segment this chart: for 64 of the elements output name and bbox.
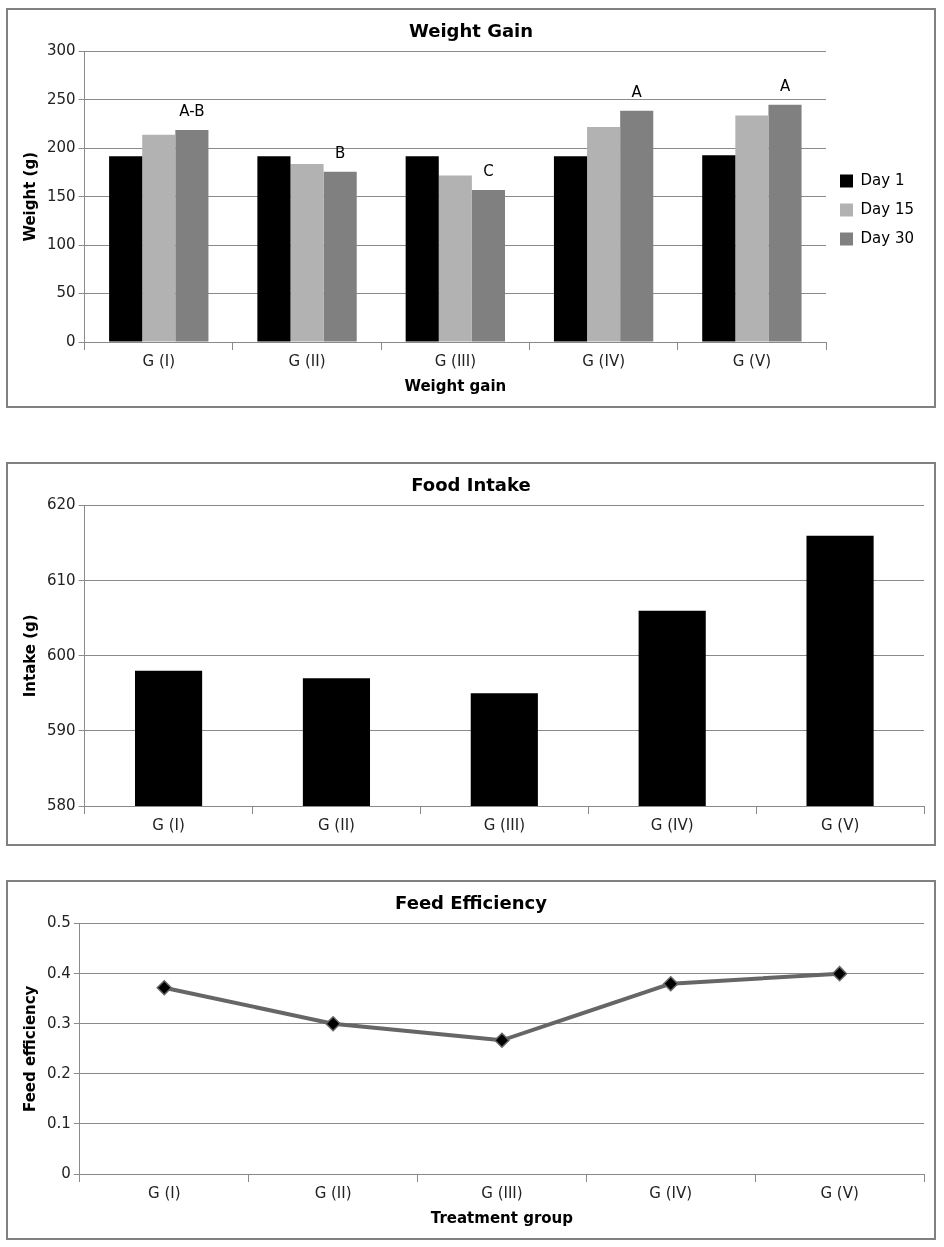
x-tick-label: G (IV) [650,815,694,834]
bar [109,156,143,342]
chart-title: Food Intake [411,474,531,496]
chart-title: Weight Gain [408,20,534,42]
y-axis-title: Weight (g) [20,152,39,242]
point [156,979,173,996]
bar [587,127,621,342]
y-tick-label: 590 [46,720,76,739]
bar [735,115,769,342]
x-tick-label: G (I) [148,1183,181,1202]
y-tick-label: 300 [46,41,76,60]
y-tick-label: 0 [66,331,76,350]
y-axis-title: Feed efficiency [20,985,39,1112]
y-tick-label: 0.3 [47,1013,71,1032]
point [325,1016,341,1032]
y-tick-label: 200 [46,138,76,157]
chart-title: Feed Efficiency [395,892,548,914]
point [494,1032,510,1049]
annotation: A [631,83,643,102]
y-tick-label: 50 [56,283,76,302]
x-tick-label: G (I) [142,351,176,370]
x-tick-label: G (V) [820,815,860,834]
x-tick-label: G (V) [820,1183,859,1202]
point [663,975,679,992]
x-tick-label: G (III) [483,815,525,834]
bar [438,175,472,342]
x-tick-label: G (III) [481,1183,523,1202]
x-tick-label: G (II) [317,815,355,834]
x-tick-label: G (I) [152,815,185,834]
annotation: C [483,162,494,181]
x-axis-title: Treatment group [430,1208,574,1227]
y-tick-label: 150 [46,186,76,205]
x-tick-label: G (II) [288,351,326,370]
legend-label: Day 15 [860,199,915,218]
y-tick-label: 610 [46,570,76,589]
annotation: B [335,144,346,163]
bar [405,156,439,342]
y-tick-label: 250 [46,89,76,108]
y-tick-label: 0.4 [47,963,71,982]
x-tick-label: G (II) [314,1183,352,1202]
bar [257,156,291,342]
y-axis-title: Intake (g) [20,614,39,698]
y-tick-label: 0.2 [47,1063,71,1082]
x-tick-label: G (IV) [582,351,625,370]
bar [702,155,736,342]
y-tick-label: 0.1 [47,1113,71,1132]
annotation: A-B [179,102,205,121]
annotation: A [779,77,791,96]
y-tick-label: 600 [46,645,76,664]
bar [290,163,324,342]
point [831,965,848,982]
bar [142,134,176,342]
y-tick-label: 0 [61,1163,71,1182]
bar [553,156,588,342]
y-tick-label: 0.5 [47,913,71,932]
x-axis-title: Weight gain [404,376,507,395]
y-tick-label: 620 [46,495,76,514]
y-tick-label: 580 [46,795,76,814]
x-tick-label: G (IV) [649,1183,693,1202]
y-tick-label: 100 [46,235,76,254]
x-tick-label: G (III) [434,351,477,370]
legend-label: Day 1 [860,170,905,189]
x-tick-label: G (V) [732,351,772,370]
legend-label: Day 30 [860,228,915,247]
